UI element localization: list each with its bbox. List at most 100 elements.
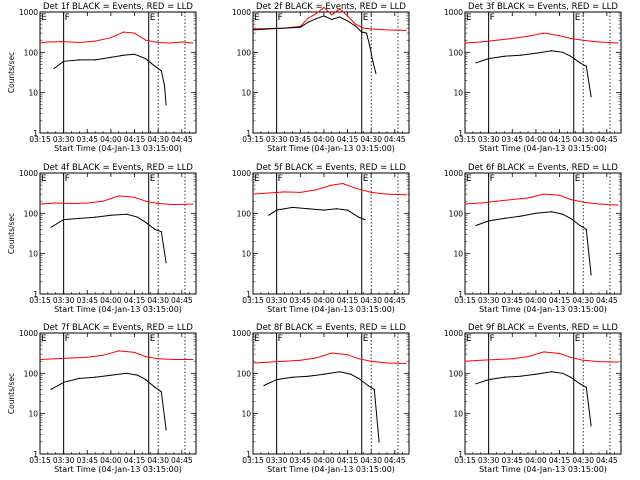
data-point xyxy=(590,96,592,98)
x-axis-label: Start Time (04-Jan-13 03:15:00) xyxy=(479,305,607,314)
marker-label: E xyxy=(41,334,47,344)
data-point xyxy=(268,361,270,363)
data-point xyxy=(252,28,254,30)
x-tick-label: 03:45 xyxy=(289,456,311,465)
data-point xyxy=(157,202,159,205)
data-point xyxy=(535,52,537,54)
data-point xyxy=(488,58,490,60)
data-point xyxy=(503,376,505,378)
data-point xyxy=(373,388,375,390)
marker-label: E xyxy=(41,174,47,184)
data-point xyxy=(291,376,293,378)
data-point xyxy=(133,196,136,198)
data-point xyxy=(495,358,498,361)
data-point xyxy=(145,221,147,223)
x-tick-label: 04:15 xyxy=(124,135,146,144)
x-tick-label: 03:30 xyxy=(53,296,75,305)
data-point xyxy=(551,50,553,52)
data-point xyxy=(157,41,159,44)
marker-label: E xyxy=(150,334,156,344)
y-tick-label: 100 xyxy=(449,369,464,378)
y-tick-label: 1 xyxy=(33,290,38,299)
data-point xyxy=(268,192,270,194)
data-point xyxy=(464,203,466,205)
data-point xyxy=(252,362,254,364)
data-point xyxy=(558,35,561,37)
x-tick-label: 04:30 xyxy=(147,456,169,465)
data-point xyxy=(386,193,388,195)
data-point xyxy=(364,219,366,221)
x-tick-label: 03:30 xyxy=(53,456,75,465)
y-tick-label: 100 xyxy=(237,48,252,57)
data-point xyxy=(110,37,112,39)
data-point xyxy=(299,191,301,193)
marker-label: F xyxy=(490,174,495,184)
data-point xyxy=(598,361,600,363)
y-tick-label: 100 xyxy=(237,369,252,378)
data-point xyxy=(346,209,349,211)
data-point xyxy=(585,65,587,67)
x-tick-label: 03:15 xyxy=(454,456,476,465)
x-tick-label: 03:45 xyxy=(501,456,523,465)
y-tick-label: 1000 xyxy=(232,169,251,178)
x-tick-label: 03:15 xyxy=(242,456,264,465)
x-tick-label: 04:00 xyxy=(525,135,547,144)
data-point xyxy=(527,35,529,37)
x-tick-label: 03:30 xyxy=(266,135,288,144)
data-point xyxy=(94,59,96,61)
x-tick-label: 04:30 xyxy=(572,135,594,144)
panel-title: Det 3f BLACK = Events, RED = LLD xyxy=(468,2,618,12)
data-point xyxy=(78,41,80,44)
data-point xyxy=(94,376,96,378)
data-point xyxy=(519,375,521,377)
data-point xyxy=(511,37,513,40)
data-point xyxy=(535,373,537,375)
panel-title: Det 5f BLACK = Events, RED = LLD xyxy=(256,163,406,173)
data-point xyxy=(331,18,333,21)
data-point xyxy=(192,203,194,205)
data-point xyxy=(358,377,360,379)
data-point xyxy=(268,28,270,30)
data-point xyxy=(122,54,125,56)
marker-label: E xyxy=(363,13,369,23)
y-tick-label: 1000 xyxy=(19,8,38,17)
data-point xyxy=(354,23,356,25)
series-line-lld xyxy=(252,352,406,364)
data-point xyxy=(315,357,317,359)
x-tick-label: 04:45 xyxy=(384,135,406,144)
data-point xyxy=(118,350,120,352)
y-tick-label: 10 xyxy=(453,250,463,259)
y-tick-label: 1000 xyxy=(232,8,251,17)
x-tick-label: 04:45 xyxy=(596,296,618,305)
data-point xyxy=(110,374,112,376)
data-point xyxy=(488,220,490,222)
data-point xyxy=(133,32,136,34)
marker-label: E xyxy=(150,174,156,184)
data-point xyxy=(361,31,363,33)
data-point xyxy=(405,362,407,365)
data-point xyxy=(299,359,301,361)
data-point xyxy=(367,384,369,387)
marker-label: E xyxy=(575,13,581,23)
x-tick-label: 04:00 xyxy=(525,456,547,465)
x-tick-label: 04:45 xyxy=(596,135,618,144)
data-point xyxy=(263,384,265,387)
series-line-lld xyxy=(464,351,618,363)
y-tick-label: 1 xyxy=(246,450,251,459)
marker-label: E xyxy=(254,334,260,344)
data-point xyxy=(495,39,498,41)
series-line-events xyxy=(252,15,377,74)
x-tick-label: 03:45 xyxy=(289,296,311,305)
data-point xyxy=(86,356,88,358)
series-line-lld xyxy=(464,193,618,206)
data-point xyxy=(39,203,41,205)
data-point xyxy=(339,16,341,18)
data-point xyxy=(358,358,360,360)
x-tick-label: 04:00 xyxy=(100,456,122,465)
x-tick-label: 04:00 xyxy=(100,135,122,144)
data-point xyxy=(110,56,112,59)
